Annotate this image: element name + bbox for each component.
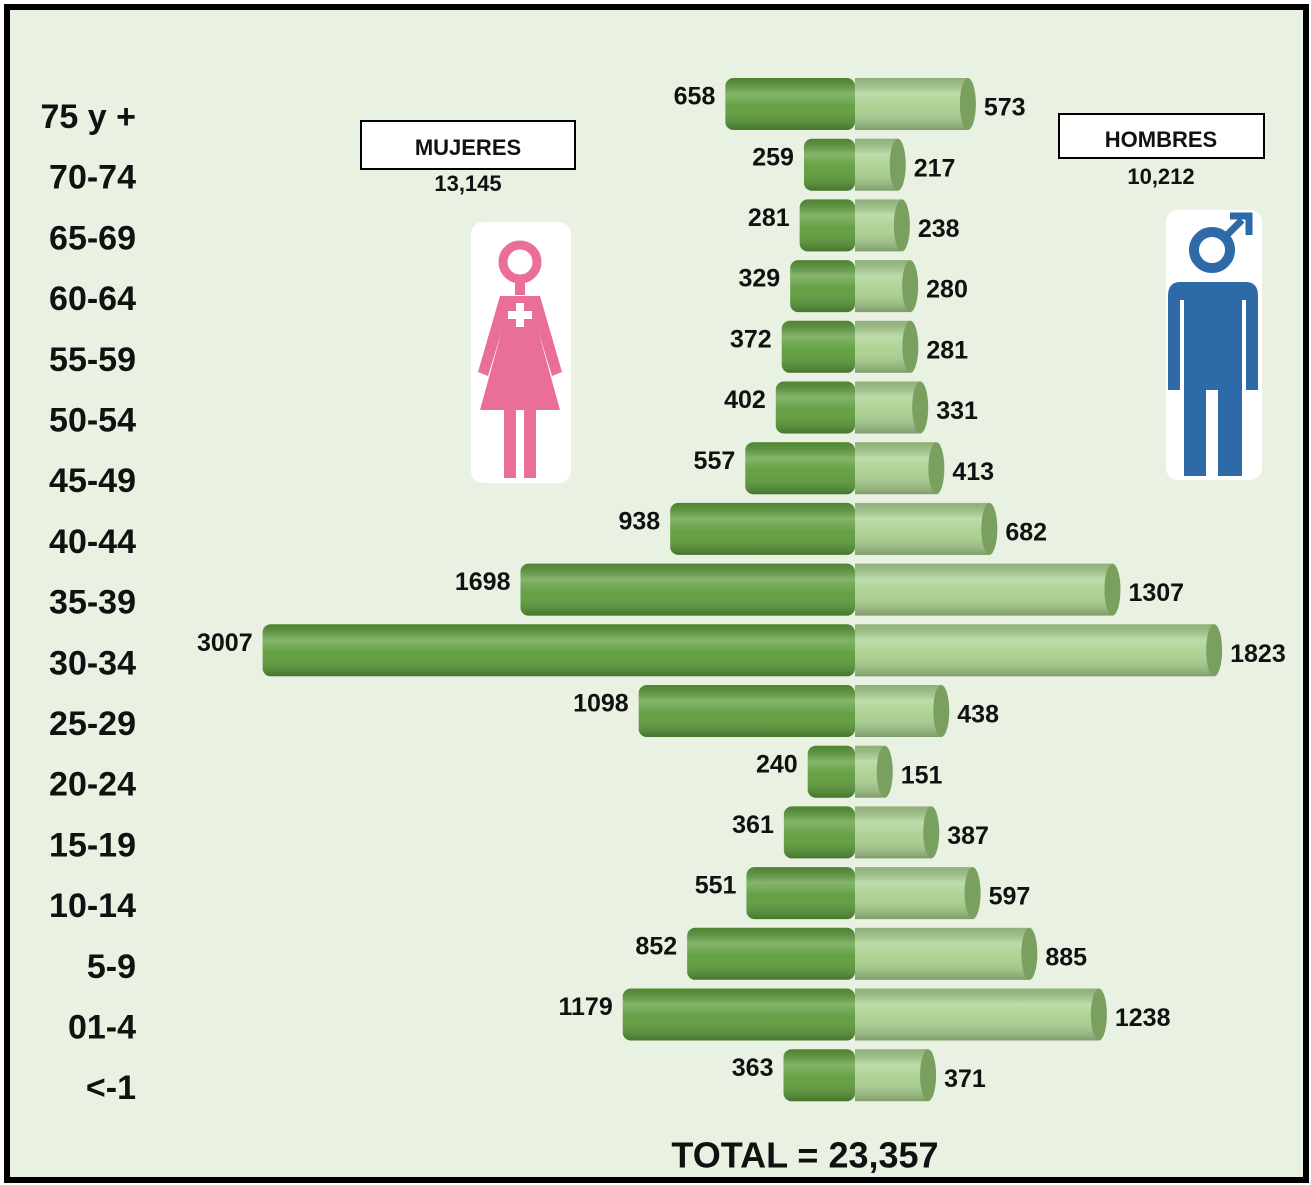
bar-left — [799, 199, 855, 252]
value-label: 281 — [748, 204, 790, 232]
legend-box — [360, 120, 576, 170]
bar-right — [855, 563, 1121, 616]
bar-right — [855, 927, 1038, 980]
total-annotation: TOTAL = 23,357 — [671, 1135, 938, 1176]
value-label: 361 — [732, 811, 774, 839]
legend-label: MUJERES — [415, 135, 521, 160]
value-label: 573 — [984, 94, 1026, 122]
legend-total: 13,145 — [434, 171, 501, 196]
category-label: 30-34 — [49, 644, 136, 682]
value-label: 413 — [952, 458, 994, 486]
value-label: 852 — [635, 932, 677, 960]
value-label: 1307 — [1128, 579, 1184, 607]
bar-right — [855, 199, 910, 252]
value-label: 151 — [901, 761, 943, 789]
bar-right — [855, 320, 919, 373]
category-label: 01-4 — [68, 1008, 136, 1046]
category-label: 40-44 — [49, 523, 136, 561]
bar-left — [803, 138, 855, 191]
category-label: 60-64 — [49, 280, 136, 318]
bar-right — [855, 867, 981, 920]
value-label: 331 — [936, 397, 978, 425]
legend-label: HOMBRES — [1105, 127, 1217, 152]
bar-right — [855, 806, 940, 859]
category-label: 5-9 — [87, 948, 136, 986]
bar-right — [855, 260, 919, 313]
value-label: 281 — [926, 336, 968, 364]
value-label: 1238 — [1115, 1004, 1171, 1032]
bar-right — [855, 502, 998, 555]
value-label: 371 — [944, 1065, 986, 1093]
value-label: 597 — [989, 883, 1031, 911]
bar-right — [855, 442, 945, 495]
bar-left — [781, 320, 855, 373]
category-label: 45-49 — [49, 462, 136, 500]
bar-left — [725, 78, 855, 130]
bar-right — [855, 381, 929, 434]
category-label: 50-54 — [49, 401, 136, 439]
value-label: 280 — [926, 276, 968, 304]
male-icon — [1166, 210, 1262, 480]
value-label: 3007 — [197, 629, 253, 657]
bar-left — [670, 502, 855, 555]
bar-right — [855, 624, 1223, 677]
bar-left — [520, 563, 855, 616]
category-label: 10-14 — [49, 887, 136, 925]
value-label: 557 — [694, 447, 736, 475]
value-label: 329 — [738, 265, 780, 293]
bar-right — [855, 78, 976, 130]
category-label: 15-19 — [49, 826, 136, 864]
category-label: 20-24 — [49, 766, 136, 804]
value-label: 658 — [674, 83, 716, 111]
value-label: 387 — [947, 822, 989, 850]
value-label: 1098 — [573, 690, 629, 718]
value-label: 217 — [914, 154, 956, 182]
value-label: 682 — [1005, 519, 1047, 547]
bar-left — [783, 806, 855, 859]
value-label: 372 — [730, 325, 772, 353]
bar-right — [855, 685, 950, 737]
bar-right — [855, 1049, 937, 1102]
value-label: 1698 — [455, 568, 511, 596]
legend-box — [1058, 113, 1265, 159]
legend-total: 10,212 — [1127, 164, 1194, 189]
value-label: 551 — [695, 872, 737, 900]
bar-left — [790, 260, 855, 313]
value-label: 238 — [918, 215, 960, 243]
value-label: 885 — [1045, 943, 1087, 971]
bar-left — [746, 867, 855, 920]
value-label: 1823 — [1230, 640, 1286, 668]
bar-left — [775, 381, 855, 434]
category-label: 75 y + — [41, 98, 136, 136]
value-label: 938 — [618, 508, 660, 536]
value-label: 259 — [752, 143, 794, 171]
category-label: 70-74 — [49, 159, 136, 197]
value-label: 363 — [732, 1054, 774, 1082]
bar-right — [855, 745, 893, 798]
bar-left — [745, 442, 855, 495]
category-label: <-1 — [86, 1069, 136, 1107]
female-icon — [471, 222, 571, 483]
category-label: 25-29 — [49, 705, 136, 743]
category-label: 65-69 — [49, 219, 136, 257]
bar-left — [687, 927, 855, 980]
value-label: 438 — [957, 701, 999, 729]
category-label: 55-59 — [49, 341, 136, 379]
bar-right — [855, 988, 1107, 1041]
bar-left — [262, 624, 856, 677]
category-label: 35-39 — [49, 584, 136, 622]
bar-left — [807, 745, 855, 798]
value-label: 402 — [724, 386, 766, 414]
bar-left — [622, 988, 855, 1041]
value-label: 240 — [756, 750, 798, 778]
bar-left — [783, 1049, 855, 1102]
bar-left — [638, 685, 855, 737]
value-label: 1179 — [558, 993, 612, 1021]
bar-right — [855, 138, 906, 191]
